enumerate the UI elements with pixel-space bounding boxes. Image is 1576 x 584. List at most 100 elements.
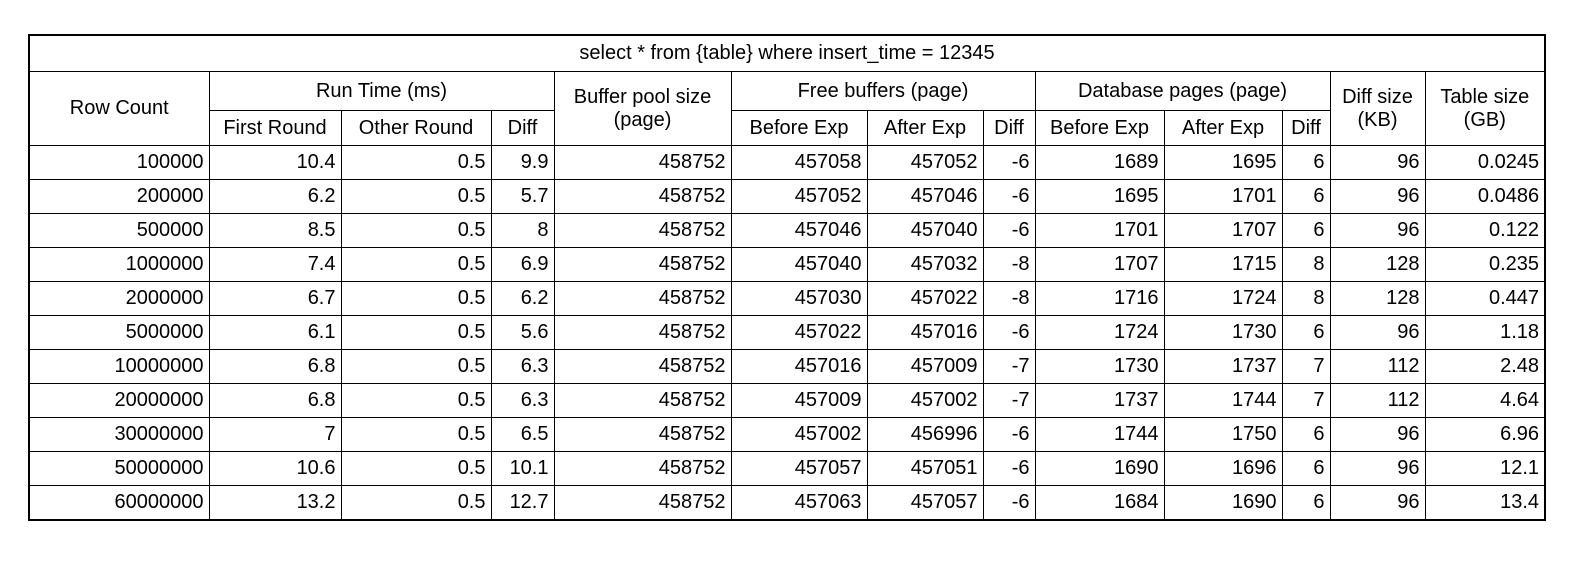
- table-cell: 6: [1281, 213, 1331, 248]
- table-cell: 457002: [866, 383, 984, 418]
- table-row: 30000000 7 0.5 6.5 458752 457002 456996 -6 1744 1…: [28, 417, 1546, 452]
- header-text: Diff size: [1342, 85, 1413, 108]
- table-cell: 0.5: [340, 485, 492, 521]
- table-cell: 10.4: [208, 145, 342, 180]
- table-cell: 457057: [730, 451, 868, 486]
- header-diff-size: Diff size (KB): [1329, 71, 1426, 146]
- header-text: Table size: [1440, 85, 1530, 108]
- table-cell: 96: [1329, 315, 1426, 350]
- table-cell: 458752: [553, 213, 732, 248]
- table-cell: 0.5: [340, 417, 492, 452]
- table-cell: 1695: [1034, 179, 1165, 214]
- header-run-diff: Diff: [490, 110, 555, 146]
- header-free-buffers: Free buffers (page): [730, 71, 1036, 111]
- table-cell: 7: [1281, 349, 1331, 384]
- table-cell: 2000000: [28, 281, 210, 316]
- table-cell: -8: [982, 281, 1036, 316]
- table-cell: 5000000: [28, 315, 210, 350]
- table-cell: 6: [1281, 145, 1331, 180]
- table-row: 100000 10.4 0.5 9.9 458752 457058 457052 -6 1689…: [28, 145, 1546, 180]
- table-cell: 8: [1281, 247, 1331, 282]
- table-cell: 0.5: [340, 451, 492, 486]
- table-cell: 0.447: [1424, 281, 1546, 316]
- table-cell: 1744: [1034, 417, 1165, 452]
- table-cell: 1000000: [28, 247, 210, 282]
- table-cell: 458752: [553, 247, 732, 282]
- table-cell: 5.6: [490, 315, 555, 350]
- table-cell: -7: [982, 349, 1036, 384]
- table-cell: 1.18: [1424, 315, 1546, 350]
- table-cell: 1716: [1034, 281, 1165, 316]
- table-cell: 458752: [553, 281, 732, 316]
- table-cell: 13.2: [208, 485, 342, 521]
- table-row: 50000000 10.6 0.5 10.1 458752 457057 457051 -6 1…: [28, 451, 1546, 486]
- table-cell: 112: [1329, 383, 1426, 418]
- table-cell: 8.5: [208, 213, 342, 248]
- header-text: (page): [613, 108, 672, 131]
- table-cell: 1737: [1034, 383, 1165, 418]
- header-fb-after: After Exp: [866, 110, 984, 146]
- table-cell: 456996: [866, 417, 984, 452]
- table-cell: 6.96: [1424, 417, 1546, 452]
- table-cell: 1695: [1163, 145, 1283, 180]
- table-cell: -6: [982, 417, 1036, 452]
- table-cell: 12.7: [490, 485, 555, 521]
- table-row: 10000000 6.8 0.5 6.3 458752 457016 457009 -7 173…: [28, 349, 1546, 384]
- table-cell: 96: [1329, 145, 1426, 180]
- table-cell: 1715: [1163, 247, 1283, 282]
- table-cell: 1690: [1034, 451, 1165, 486]
- table-cell: 128: [1329, 247, 1426, 282]
- table-row: 1000000 7.4 0.5 6.9 458752 457040 457032 -8 1707…: [28, 247, 1546, 282]
- table-cell: 12.1: [1424, 451, 1546, 486]
- table-cell: 6: [1281, 417, 1331, 452]
- results-table: select * from {table} where insert_time …: [28, 34, 1547, 521]
- table-cell: 1707: [1034, 247, 1165, 282]
- table-cell: 7.4: [208, 247, 342, 282]
- header-text: Buffer pool size: [573, 85, 712, 108]
- table-cell: 50000000: [28, 451, 210, 486]
- table-title: select * from {table} where insert_time …: [28, 34, 1546, 72]
- table-row: 2000000 6.7 0.5 6.2 458752 457030 457022 -8 1716…: [28, 281, 1546, 316]
- header-text: (GB): [1463, 108, 1506, 131]
- table-cell: 13.4: [1424, 485, 1546, 521]
- table-cell: 1730: [1034, 349, 1165, 384]
- header-buffer-pool: Buffer pool size (page): [553, 71, 732, 146]
- table-cell: 457046: [866, 179, 984, 214]
- table-cell: -7: [982, 383, 1036, 418]
- table-cell: 0.0486: [1424, 179, 1546, 214]
- table-cell: 0.0245: [1424, 145, 1546, 180]
- table-cell: -6: [982, 485, 1036, 521]
- table-cell: 6: [1281, 315, 1331, 350]
- table-cell: 6.5: [490, 417, 555, 452]
- table-cell: 458752: [553, 383, 732, 418]
- table-row: 60000000 13.2 0.5 12.7 458752 457063 457057 -6 1…: [28, 485, 1546, 521]
- table-cell: 457052: [866, 145, 984, 180]
- table-cell: 0.5: [340, 281, 492, 316]
- table-cell: 1744: [1163, 383, 1283, 418]
- table-cell: 458752: [553, 451, 732, 486]
- table-cell: 6: [1281, 485, 1331, 521]
- table-cell: 6: [1281, 179, 1331, 214]
- table-cell: 10.6: [208, 451, 342, 486]
- table-cell: 30000000: [28, 417, 210, 452]
- table-cell: 96: [1329, 179, 1426, 214]
- table-cell: 7: [208, 417, 342, 452]
- table-cell: 457009: [730, 383, 868, 418]
- table-cell: 96: [1329, 485, 1426, 521]
- table-cell: 112: [1329, 349, 1426, 384]
- table-cell: 6.7: [208, 281, 342, 316]
- table-cell: 1707: [1163, 213, 1283, 248]
- table-cell: 60000000: [28, 485, 210, 521]
- table-cell: 458752: [553, 179, 732, 214]
- table-cell: -6: [982, 213, 1036, 248]
- table-cell: 1701: [1163, 179, 1283, 214]
- table-cell: 1730: [1163, 315, 1283, 350]
- table-row: 20000000 6.8 0.5 6.3 458752 457009 457002 -7 173…: [28, 383, 1546, 418]
- table-cell: 458752: [553, 145, 732, 180]
- table-cell: 457009: [866, 349, 984, 384]
- table-row: 200000 6.2 0.5 5.7 458752 457052 457046 -6 1695 1…: [28, 179, 1546, 214]
- table-cell: 457022: [730, 315, 868, 350]
- table-body: 100000 10.4 0.5 9.9 458752 457058 457052 -6 1689…: [28, 145, 1546, 521]
- table-cell: 10.1: [490, 451, 555, 486]
- table-cell: 6.8: [208, 383, 342, 418]
